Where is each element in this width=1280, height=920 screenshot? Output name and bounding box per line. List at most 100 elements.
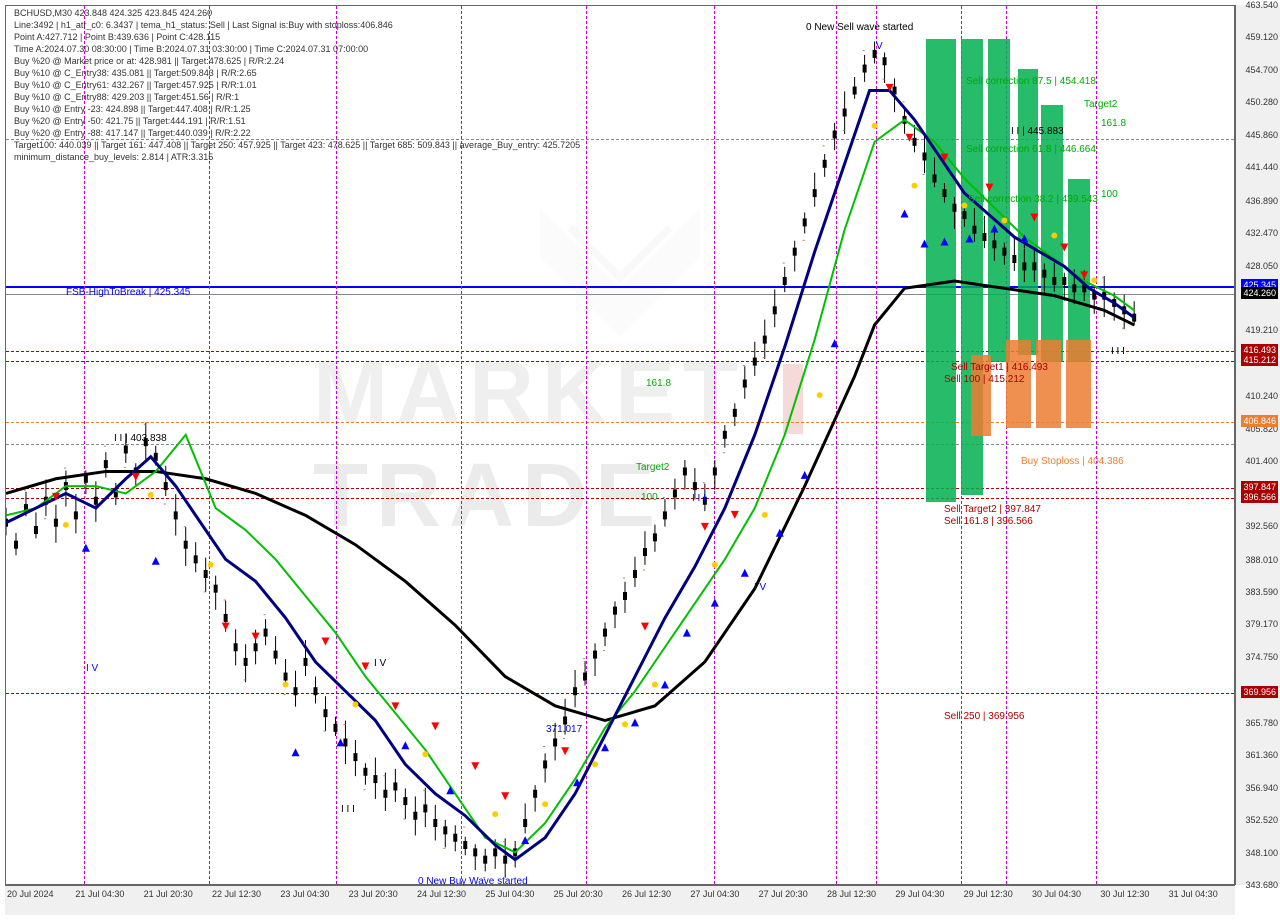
candle-body (813, 189, 817, 197)
candle-body (643, 548, 647, 556)
info-line: Buy %10 @ C_Entry61: 432.267 || Target:4… (14, 80, 257, 90)
chart-annotation: I I | 445.883 (1011, 126, 1064, 137)
y-tick: 432.470 (1245, 228, 1278, 238)
candle-body (453, 834, 457, 842)
chart-annotation: 161.8 (1101, 118, 1126, 129)
arrow-down-icon (906, 134, 914, 142)
signal-dot (542, 801, 548, 807)
candle-body (523, 819, 527, 827)
candle-body (823, 160, 827, 168)
y-tick: 361.360 (1245, 750, 1278, 760)
chart-annotation: Sell Target1 | 416.493 (951, 362, 1048, 373)
chart-annotation: Sell correction 87.5 | 454.418 (966, 76, 1096, 87)
watermark-word1: MARKET (313, 343, 746, 443)
arrow-up-icon (521, 836, 529, 844)
info-line: Buy %10 @ Entry -23: 424.898 || Target:4… (14, 104, 251, 114)
candle-body (773, 306, 777, 314)
chart-annotation: V (876, 41, 883, 52)
candle-body (323, 709, 327, 717)
candle-body (6, 519, 8, 527)
y-tick: 348.100 (1245, 848, 1278, 858)
candle-body (373, 775, 377, 783)
y-tick: 365.780 (1245, 718, 1278, 728)
candle-body (383, 790, 387, 798)
candle-body (134, 467, 138, 475)
chart-annotation: 0 New Sell wave started (806, 22, 913, 33)
signal-dot (817, 392, 823, 398)
arrow-down-icon (731, 511, 739, 519)
candle-body (234, 643, 238, 651)
candle-body (723, 431, 727, 439)
green-zone-bar (926, 39, 956, 502)
signal-dot (622, 721, 628, 727)
chart-annotation: Sell 100 | 415.212 (944, 374, 1024, 385)
candle-body (104, 460, 108, 468)
info-line: Buy %20 @ Market price or at: 428.981 ||… (14, 56, 284, 66)
candle-body (613, 607, 617, 615)
orange-zone-bar (1066, 340, 1091, 428)
x-tick: 31 Jul 04:30 (1169, 889, 1218, 899)
y-tick-highlight: 406.846 (1241, 415, 1278, 427)
candle-body (433, 819, 437, 827)
vertical-line (336, 6, 337, 884)
info-line: Target100: 440.039 || Target 161: 447.40… (14, 140, 580, 150)
y-tick: 459.120 (1245, 32, 1278, 42)
vertical-line (1096, 6, 1097, 884)
signal-dot (492, 811, 498, 817)
x-tick: 20 Jul 2024 (7, 889, 54, 899)
x-tick: 27 Jul 20:30 (759, 889, 808, 899)
info-line: Buy %20 @ Entry -88: 417.147 || Target:4… (14, 128, 251, 138)
y-tick: 410.240 (1245, 391, 1278, 401)
arrow-down-icon (701, 523, 709, 531)
horizontal-line (6, 488, 1234, 489)
info-line: Time A:2024.07.30 08:30:00 | Time B:2024… (14, 44, 368, 54)
x-tick: 23 Jul 20:30 (349, 889, 398, 899)
chart-annotation: Sell correction 38.2 | 439.543 (968, 194, 1098, 205)
candle-body (393, 782, 397, 790)
chart-container: MARKET TRADE BCHUSD,M30 423.848 424.325 … (0, 0, 1280, 920)
y-tick: 343.680 (1245, 880, 1278, 890)
arrow-down-icon (252, 633, 260, 641)
y-tick: 436.890 (1245, 196, 1278, 206)
vertical-line (586, 6, 587, 884)
candle-body (274, 651, 278, 659)
chart-plot-area[interactable]: MARKET TRADE BCHUSD,M30 423.848 424.325 … (5, 5, 1235, 885)
chart-annotation: I I I (692, 493, 706, 504)
candle-body (1132, 314, 1136, 322)
candle-body (1122, 306, 1126, 314)
arrow-up-icon (336, 738, 344, 746)
candle-body (893, 87, 897, 95)
y-tick: 356.940 (1245, 783, 1278, 793)
y-tick: 401.400 (1245, 456, 1278, 466)
candle-body (483, 856, 487, 864)
candle-body (683, 467, 687, 475)
vertical-line (461, 6, 462, 884)
y-tick-highlight: 415.212 (1241, 354, 1278, 366)
candle-body (653, 533, 657, 541)
x-tick: 27 Jul 04:30 (690, 889, 739, 899)
vertical-line (876, 6, 877, 884)
candle-body (793, 248, 797, 256)
candle-body (1112, 299, 1116, 307)
candle-body (184, 541, 188, 549)
candle-body (204, 570, 208, 578)
candle-body (244, 658, 248, 666)
candle-body (34, 526, 38, 534)
candle-body (663, 511, 667, 519)
watermark-bar (783, 364, 803, 434)
y-tick: 428.050 (1245, 261, 1278, 271)
candle-body (124, 445, 128, 453)
candle-body (214, 585, 218, 593)
x-tick: 28 Jul 12:30 (827, 889, 876, 899)
arrow-down-icon (886, 84, 894, 92)
candle-body (493, 848, 497, 856)
candle-body (863, 65, 867, 73)
chart-annotation: I V (374, 658, 386, 669)
signal-dot (592, 761, 598, 767)
info-line: Point A:427.712 | Point B:439.636 | Poin… (14, 32, 220, 42)
info-line: Buy %10 @ C_Entry38: 435.081 || Target:5… (14, 68, 257, 78)
arrow-down-icon (561, 747, 569, 755)
y-tick: 392.560 (1245, 521, 1278, 531)
x-tick: 30 Jul 12:30 (1100, 889, 1149, 899)
signal-dot (762, 512, 768, 518)
